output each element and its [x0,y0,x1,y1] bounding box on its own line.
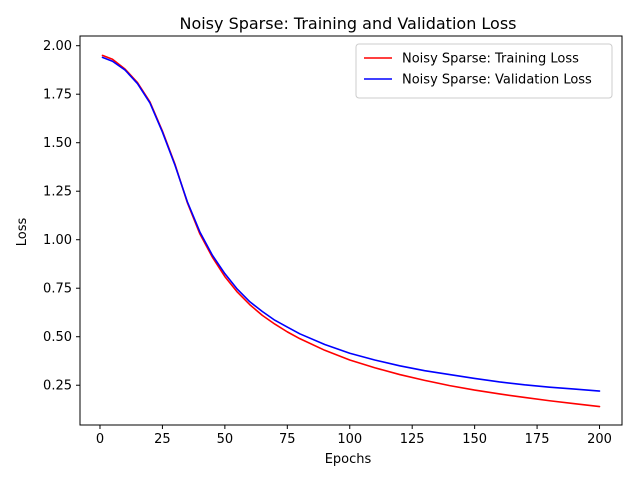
x-tick-label: 175 [525,432,550,447]
y-tick-label: 1.50 [43,136,72,151]
legend-box [355,43,613,99]
axes: 0 25 50 75 100 125 150 175 200 0.25 0.50 0.75 1.00 1.… [43,35,623,447]
x-tick-label: 50 [217,432,234,447]
x-tick-label: 0 [96,432,104,447]
legend-label: Noisy Sparse: Validation Loss [402,73,592,88]
chart-title: Noisy Sparse: Training and Validation Lo… [179,14,516,33]
x-tick-label: 100 [337,432,362,447]
y-tick-label: 2.00 [43,39,72,54]
x-axis-title: Epochs [325,452,372,467]
y-tick-label: 1.75 [43,88,72,103]
plot-area [101,54,601,408]
series-line-validation [101,56,601,392]
y-axis-title: Loss [15,218,30,247]
x-tick-label: 75 [279,432,296,447]
y-tick-label: 0.75 [43,282,72,297]
x-tick-label: 125 [400,432,425,447]
y-tick-label: 0.25 [43,379,72,394]
x-tick-label: 25 [154,432,171,447]
y-tick-label: 1.00 [43,233,72,248]
legend: Noisy Sparse: Training Loss Noisy Sparse:… [355,43,613,99]
axes-frame [79,35,623,426]
x-tick-label: 150 [462,432,487,447]
legend-label: Noisy Sparse: Training Loss [402,52,579,67]
x-tick-label: 200 [587,432,612,447]
y-tick-label: 1.25 [43,185,72,200]
y-tick-label: 0.50 [43,330,72,345]
